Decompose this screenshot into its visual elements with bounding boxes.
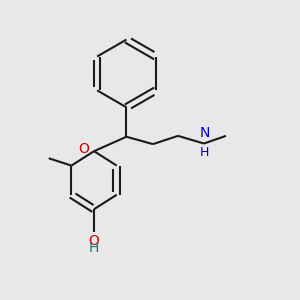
Text: O: O [78,142,89,156]
Text: N: N [199,126,210,140]
Text: H: H [89,241,99,255]
Text: O: O [88,234,100,248]
Text: H: H [200,146,209,159]
